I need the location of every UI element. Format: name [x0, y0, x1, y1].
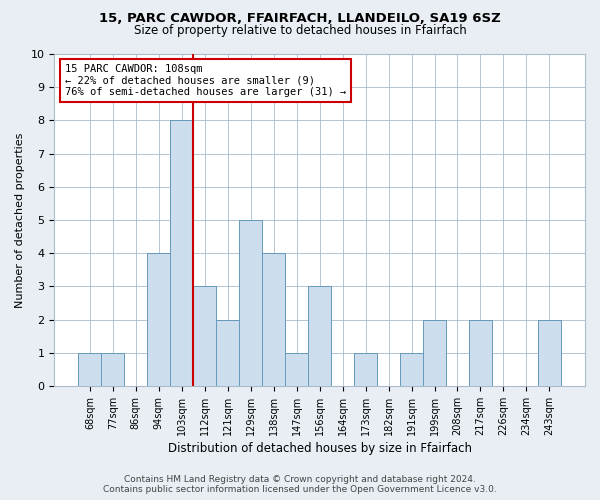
- X-axis label: Distribution of detached houses by size in Ffairfach: Distribution of detached houses by size …: [167, 442, 472, 455]
- Bar: [262, 253, 285, 386]
- Bar: [101, 353, 124, 386]
- Bar: [308, 286, 331, 386]
- Bar: [538, 320, 561, 386]
- Bar: [469, 320, 492, 386]
- Text: Contains HM Land Registry data © Crown copyright and database right 2024.
Contai: Contains HM Land Registry data © Crown c…: [103, 474, 497, 494]
- Text: 15, PARC CAWDOR, FFAIRFACH, LLANDEILO, SA19 6SZ: 15, PARC CAWDOR, FFAIRFACH, LLANDEILO, S…: [99, 12, 501, 26]
- Bar: [400, 353, 423, 386]
- Bar: [170, 120, 193, 386]
- Bar: [239, 220, 262, 386]
- Bar: [216, 320, 239, 386]
- Bar: [285, 353, 308, 386]
- Bar: [354, 353, 377, 386]
- Text: Size of property relative to detached houses in Ffairfach: Size of property relative to detached ho…: [134, 24, 466, 37]
- Bar: [423, 320, 446, 386]
- Bar: [79, 353, 101, 386]
- Y-axis label: Number of detached properties: Number of detached properties: [15, 132, 25, 308]
- Bar: [193, 286, 216, 386]
- Text: 15 PARC CAWDOR: 108sqm
← 22% of detached houses are smaller (9)
76% of semi-deta: 15 PARC CAWDOR: 108sqm ← 22% of detached…: [65, 64, 346, 97]
- Bar: [148, 253, 170, 386]
